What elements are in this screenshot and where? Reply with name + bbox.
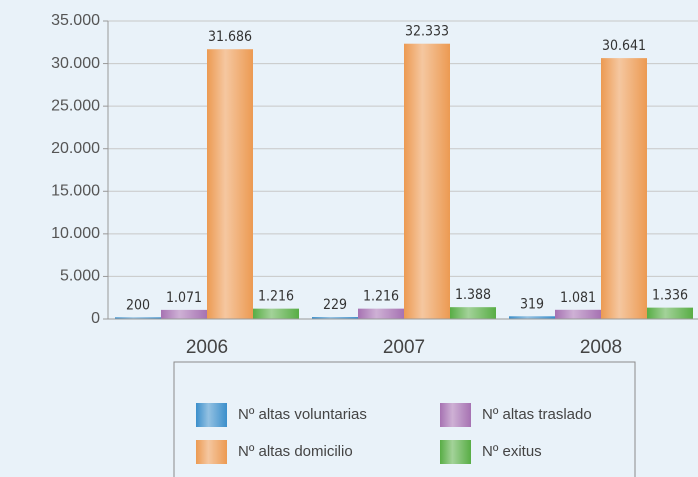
bar: [253, 308, 299, 319]
legend-swatch: [440, 440, 471, 464]
value-label: 32.333: [405, 24, 449, 40]
x-tick-label: 2007: [383, 337, 425, 358]
legend-label: Nº exitus: [482, 443, 542, 460]
y-tick-label: 20.000: [51, 140, 100, 157]
y-tick-label: 0: [91, 310, 100, 327]
bar: [207, 49, 253, 320]
bar: [115, 317, 161, 319]
value-label: 319: [520, 296, 544, 312]
legend-box: [173, 361, 636, 477]
bar: [404, 43, 450, 319]
bar: [161, 309, 207, 319]
legend-swatch: [196, 403, 227, 427]
value-label: 1.388: [455, 287, 491, 303]
legend-label: Nº altas traslado: [482, 406, 592, 423]
legend-label: Nº altas voluntarias: [238, 406, 367, 423]
y-tick-label: 30.000: [51, 55, 100, 72]
value-label: 1.071: [166, 290, 202, 306]
value-label: 30.641: [602, 38, 646, 54]
value-label: 229: [323, 297, 347, 313]
y-tick-label: 25.000: [51, 97, 100, 114]
y-tick-label: 5.000: [60, 268, 100, 285]
bar: [509, 316, 555, 319]
value-label: 31.686: [208, 29, 252, 45]
bar: [647, 307, 693, 319]
legend-swatch: [440, 403, 471, 427]
bar: [555, 309, 601, 319]
legend-swatch: [196, 440, 227, 464]
value-label: 1.336: [652, 288, 688, 304]
legend-label: Nº altas domicilio: [238, 443, 353, 460]
x-tick-label: 2008: [580, 337, 622, 358]
bar: [358, 308, 404, 319]
bar: [450, 307, 496, 319]
value-label: 1.216: [363, 289, 399, 305]
value-label: 1.216: [258, 289, 294, 305]
x-tick-label: 2006: [186, 337, 228, 358]
y-tick-label: 15.000: [51, 183, 100, 200]
value-label: 200: [126, 297, 150, 313]
value-label: 1.081: [560, 290, 596, 306]
bar: [601, 58, 647, 319]
bar: [312, 317, 358, 319]
y-tick-label: 10.000: [51, 225, 100, 242]
y-tick-label: 35.000: [51, 12, 100, 29]
